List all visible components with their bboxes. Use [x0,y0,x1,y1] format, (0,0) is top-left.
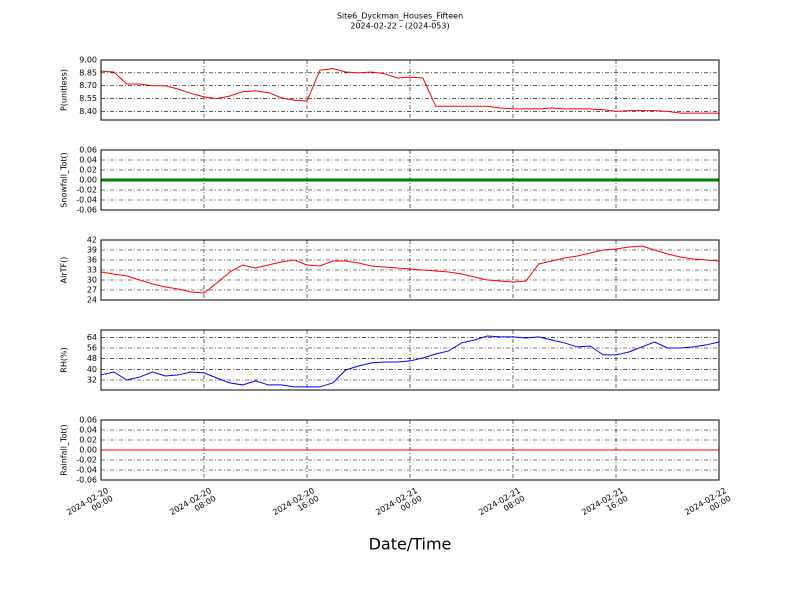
x-axis-label: Date/Time [369,535,452,554]
y-axis-label: AirTF() [60,257,69,284]
chart-subtitle: 2024-02-22 - (2024-053) [350,22,449,31]
y-tick-label: 8.55 [79,94,97,103]
y-tick-label: 48 [87,354,97,363]
axes-frame [100,59,720,121]
data-line [100,68,719,114]
y-tick-label: 0.02 [79,166,97,175]
data-line [100,245,720,294]
y-tick-label: 33 [87,266,97,275]
y-tick-label: 42 [87,236,97,245]
y-tick-label: 30 [87,276,97,285]
y-tick-label: 40 [87,365,97,374]
y-tick-label: 0.06 [79,416,97,425]
data-line [100,335,720,388]
y-tick-label: 36 [87,256,97,265]
y-tick-label: 56 [87,344,97,353]
axes-frame [100,239,720,301]
y-tick-label: 64 [87,333,97,342]
y-tick-label: 0.02 [79,436,97,445]
y-axis-label: Rainfall_Tot() [60,424,69,476]
chart-title: Site6_Dyckman_Houses_Fifteen [337,12,463,21]
y-axis-label: RH(%) [60,347,69,372]
y-tick-label: -0.04 [76,196,97,205]
y-tick-label: -0.06 [76,206,97,215]
y-tick-label: 27 [87,286,97,295]
y-tick-label: -0.06 [76,476,97,485]
y-tick-label: 8.40 [79,107,97,116]
y-tick-label: 0.04 [79,156,97,165]
axes-frame [100,149,720,211]
y-tick-label: 39 [87,246,97,255]
y-tick-label: -0.02 [76,456,97,465]
y-axis-label: P(unitless) [60,69,69,111]
axes-frame [100,419,720,481]
y-tick-label: 32 [87,376,97,385]
y-tick-label: -0.04 [76,466,97,475]
y-tick-label: 8.85 [79,68,97,77]
y-axis-label: Snowfall_Tot() [60,152,69,208]
y-tick-label: 9.00 [79,56,97,65]
y-tick-label: 8.70 [79,81,97,90]
y-tick-label: 0.04 [79,426,97,435]
y-tick-label: 0.06 [79,146,97,155]
axes-frame [100,329,720,391]
y-tick-label: 0.00 [79,176,97,185]
y-tick-label: 24 [87,296,97,305]
y-tick-label: -0.02 [76,186,97,195]
y-tick-label: 0.00 [79,446,97,455]
